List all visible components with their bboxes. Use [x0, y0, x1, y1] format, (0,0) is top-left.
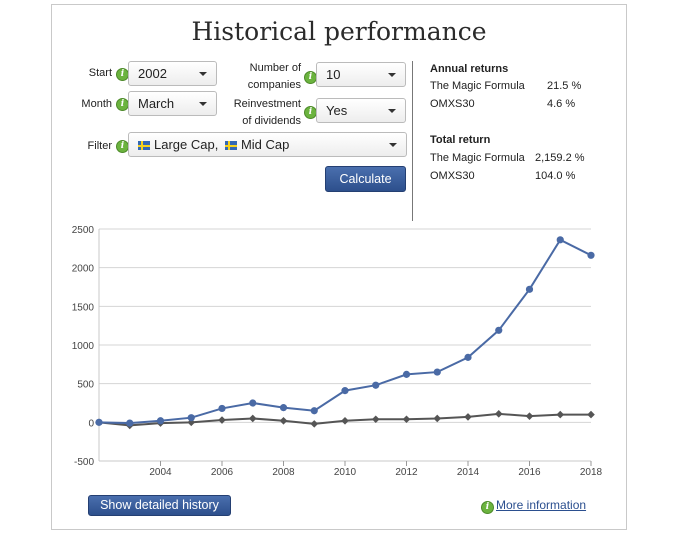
month-label: Month	[81, 98, 112, 110]
companies-label-line-2: companies	[247, 79, 301, 91]
total-row-name: The Magic Formula	[430, 152, 525, 164]
show-history-button[interactable]: Show detailed history	[88, 495, 231, 516]
more-information-link[interactable]: More information	[496, 498, 587, 512]
chevron-down-icon	[389, 143, 397, 147]
sweden-flag-icon	[224, 141, 237, 150]
companies-select-value: 10	[326, 67, 341, 82]
annual-row-value: 4.6 %	[547, 98, 576, 110]
annual-row-name: OMXS30	[430, 98, 475, 110]
start-select[interactable]: 2002	[128, 61, 217, 86]
reinvest-label-line-1: Reinvestment	[233, 98, 301, 110]
companies-info-icon[interactable]: i	[304, 71, 317, 84]
companies-label: Number of companies	[228, 60, 301, 94]
sweden-flag-icon	[138, 141, 150, 150]
total-row-value: 2,159.2 %	[535, 152, 585, 164]
month-select-value: March	[138, 96, 175, 111]
companies-label-line-1: Number of	[249, 62, 301, 74]
filter-item-mid-cap: Mid Cap	[240, 137, 290, 152]
total-return-heading: Total return	[430, 134, 491, 146]
filter-item-large-cap: Large Cap,	[154, 137, 219, 152]
page-title: Historical performance	[191, 17, 487, 46]
annual-returns-heading: Annual returns	[430, 63, 509, 75]
filter-label: Filter	[87, 140, 112, 152]
reinvest-label: Reinvestment of dividends	[218, 96, 301, 130]
calculate-button[interactable]: Calculate	[325, 166, 406, 192]
chevron-down-icon	[199, 72, 207, 76]
start-label: Start	[88, 67, 112, 79]
total-row-value: 104.0 %	[535, 170, 576, 182]
chevron-down-icon	[388, 73, 396, 77]
chevron-down-icon	[388, 109, 396, 113]
month-select[interactable]: March	[128, 91, 217, 116]
chevron-down-icon	[199, 102, 207, 106]
total-row-name: OMXS30	[430, 170, 475, 182]
filter-select[interactable]: Large Cap, Mid Cap	[128, 132, 407, 157]
reinvest-select[interactable]: Yes	[316, 98, 406, 123]
more-info-icon: i	[481, 501, 494, 514]
performance-panel: Historical performance Start i 2002 Mont…	[51, 4, 627, 530]
start-select-value: 2002	[138, 66, 167, 81]
annual-row-name: The Magic Formula	[430, 80, 525, 92]
reinvest-label-line-2: of dividends	[242, 115, 301, 127]
vertical-divider	[412, 61, 413, 221]
annual-row-value: 21.5 %	[547, 80, 582, 92]
reinvest-select-value: Yes	[326, 103, 348, 118]
companies-select[interactable]: 10	[316, 62, 406, 87]
